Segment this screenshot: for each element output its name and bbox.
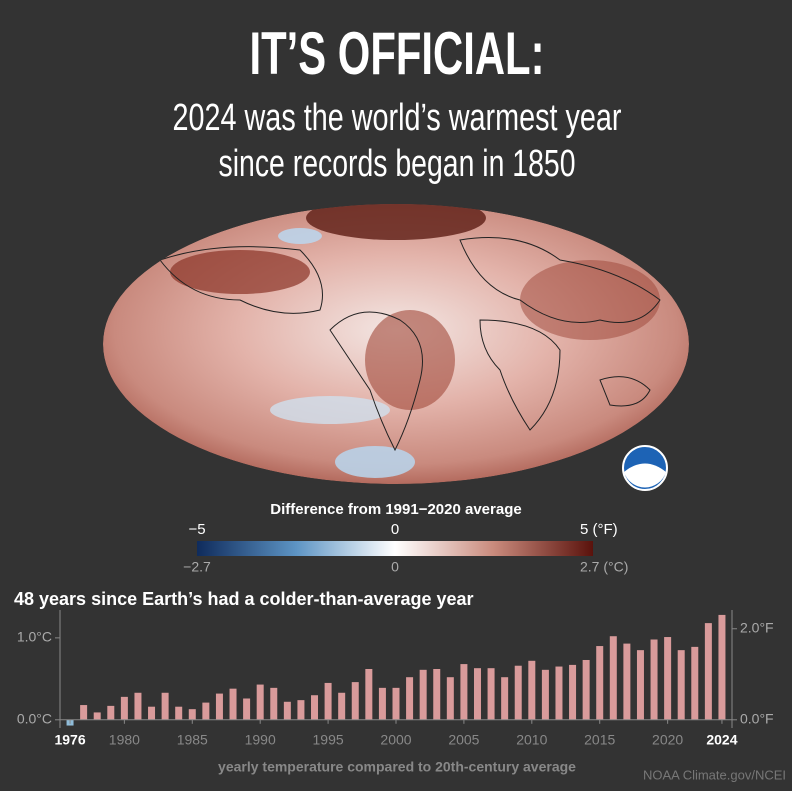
x-tick-label: 1990 [245,732,276,748]
bar [270,687,278,720]
bar [311,695,319,720]
y-tick-label: 1.0°C [17,629,52,645]
x-tick-label: 1976 [54,732,85,748]
bar [609,636,617,720]
bar [636,650,644,720]
bar [650,639,658,720]
x-tick-label: 2005 [448,732,479,748]
bar [433,669,441,720]
bar [541,669,549,720]
bar [297,700,305,720]
bar [487,668,495,720]
legend-label: −5 [188,521,205,538]
bar [406,677,414,720]
bar [338,692,346,720]
bar [677,650,685,720]
bar [473,668,481,720]
x-tick-label: 1980 [109,732,140,748]
legend-label: 2.7 (°C) [580,559,628,575]
y2-tick-label: 0.0°F [740,711,774,727]
bar [229,688,237,720]
bar [528,660,536,720]
subtitle: 2024 was the world’s warmest year [173,97,622,139]
x-tick-label: 2010 [516,732,547,748]
legend-label: −2.7 [183,559,211,575]
bar [365,669,373,720]
bar [256,684,264,720]
bar [704,623,712,720]
bar [582,659,590,720]
source: NOAA Climate.gov/NCEI [643,767,786,782]
subtitle: since records began in 1850 [219,143,576,185]
x-tick-label: 2024 [706,732,737,748]
bar [324,682,332,720]
bar [175,706,183,720]
legend-label: 5 (°F) [580,521,618,538]
bar [623,643,631,720]
bar [392,687,400,720]
bar [569,664,577,720]
bar [188,709,196,720]
bar [514,665,522,720]
y2-tick-label: 2.0°F [740,619,774,635]
bar [446,677,454,720]
bar [243,698,251,720]
chart-title: 48 years since Earth’s had a colder-than… [14,589,474,609]
map [103,204,689,484]
bar [107,705,115,720]
bar [134,692,142,720]
x-tick-label: 2015 [584,732,615,748]
x-tick-label: 2020 [652,732,683,748]
bar [419,669,427,720]
bar [378,687,386,720]
bar [460,664,468,720]
legend-label: 0 [391,521,399,538]
bar [555,666,563,720]
bar [215,693,223,720]
bar [93,712,101,720]
x-axis-label: yearly temperature compared to 20th-cent… [218,759,576,775]
color-bar [197,541,593,556]
bar [161,692,169,720]
title: IT’S OFFICIAL: [250,20,545,87]
bar [664,637,672,720]
noaa-logo [622,445,668,491]
bar [596,646,604,720]
y-tick-label: 0.0°C [17,711,52,727]
bar [80,705,88,720]
x-tick-label: 2000 [380,732,411,748]
legend-title: Difference from 1991−2020 average [270,501,521,518]
bar [148,706,156,720]
bar [501,677,509,720]
x-tick-label: 1985 [177,732,208,748]
legend-label: 0 [391,559,399,575]
bar [283,701,291,720]
bar [202,702,210,720]
bar [120,696,128,720]
x-tick-label: 1995 [313,732,344,748]
bar [351,682,359,720]
bar [691,646,699,720]
bar [718,614,726,720]
